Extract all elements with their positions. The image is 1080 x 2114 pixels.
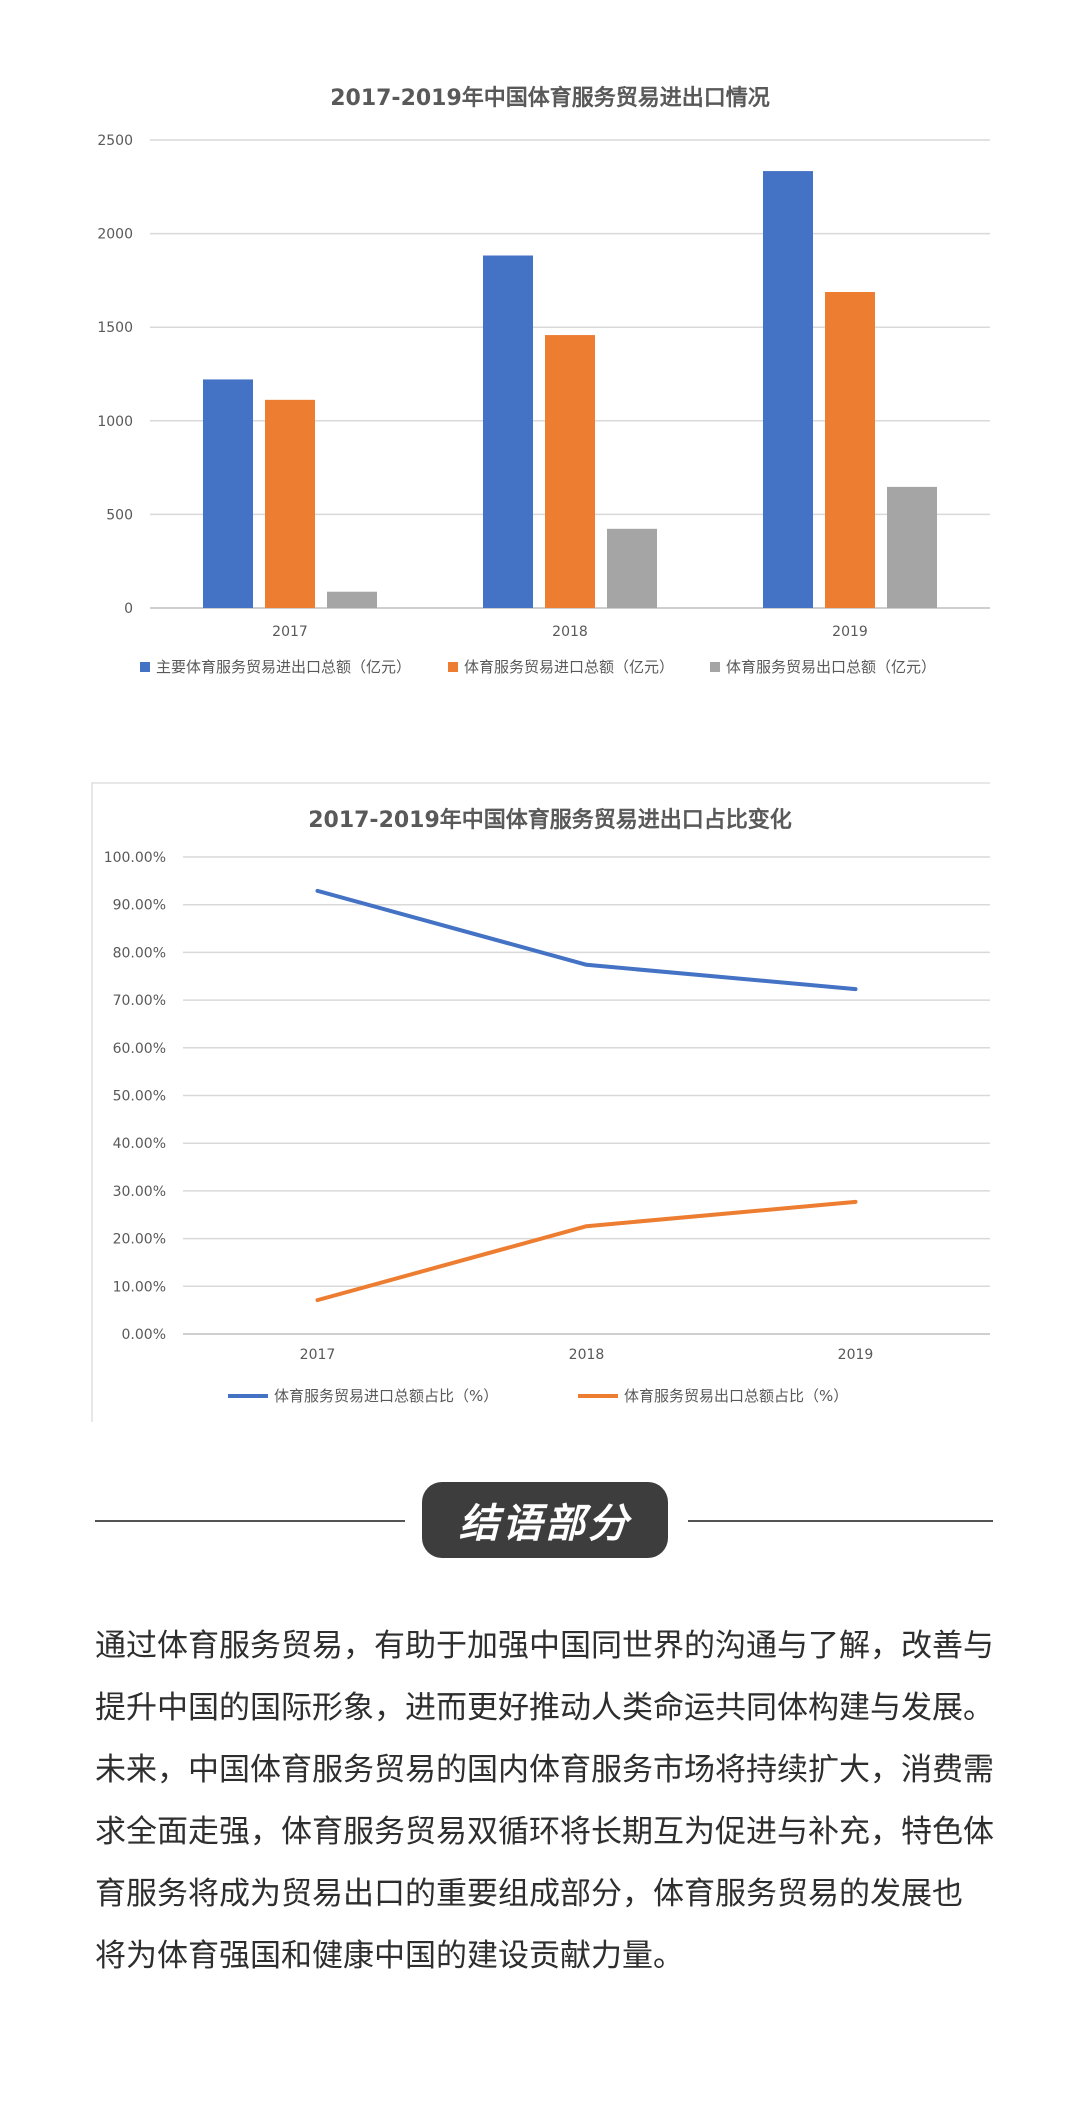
legend-swatch	[710, 662, 720, 672]
heading-rule-right	[688, 1520, 993, 1522]
legend-label: 体育服务贸易进口总额占比（%）	[274, 1387, 498, 1405]
heading-badge: 结语部分	[422, 1482, 668, 1558]
x-tick-label: 2019	[838, 1347, 874, 1363]
bar	[887, 486, 937, 608]
paragraph-line: 提升中国的国际形象，进而更好推动人类命运共同体构建与发展。	[95, 1690, 994, 1726]
y-tick-label: 50.00%	[113, 1089, 166, 1105]
y-tick-label: 80.00%	[113, 945, 166, 961]
heading-rule-left	[95, 1520, 405, 1522]
bar	[607, 528, 657, 608]
legend-label: 主要体育服务贸易进出口总额（亿元）	[156, 658, 411, 676]
y-tick-label: 2500	[97, 133, 133, 149]
bar	[825, 292, 875, 608]
bar	[483, 255, 533, 609]
chart-title: 2017-2019年中国体育服务贸易进出口情况	[330, 85, 770, 111]
bar-chart: 2017-2019年中国体育服务贸易进出口情况 0 500 1000 1500 2000 2…	[0, 60, 1080, 720]
bar	[265, 399, 315, 608]
y-tick-label: 0	[124, 601, 133, 617]
paragraph-line: 未来，中国体育服务贸易的国内体育服务市场将持续扩大，消费需	[95, 1752, 994, 1788]
bar	[763, 171, 813, 608]
series-line	[315, 1199, 858, 1303]
series-line	[315, 888, 858, 992]
y-tick-label: 1500	[97, 320, 133, 336]
bar	[545, 335, 595, 608]
y-tick-label: 20.00%	[113, 1232, 166, 1248]
paragraph-line: 将为体育强国和健康中国的建设贡献力量。	[95, 1938, 684, 1974]
legend-label: 体育服务贸易出口总额占比（%）	[624, 1387, 848, 1405]
line-chart: 2017-2019年中国体育服务贸易进出口占比变化 0.00% 10.00% 20.0…	[0, 782, 1080, 1432]
x-tick-label: 2018	[569, 1347, 605, 1363]
paragraph-line: 育服务将成为贸易出口的重要组成部分，体育服务贸易的发展也	[95, 1876, 963, 1912]
chart-title: 2017-2019年中国体育服务贸易进出口占比变化	[308, 807, 792, 833]
bar-chart-svg: 2017-2019年中国体育服务贸易进出口情况 0 500 1000 1500 2000 2…	[97, 85, 990, 676]
y-tick-label: 70.00%	[113, 993, 166, 1009]
x-tick-label: 2017	[300, 1347, 336, 1363]
y-tick-label: 2000	[97, 227, 133, 243]
x-tick-label: 2019	[832, 624, 868, 640]
paragraph-line: 求全面走强，体育服务贸易双循环将长期互为促进与补充，特色体	[95, 1814, 994, 1850]
y-tick-label: 90.00%	[113, 898, 166, 914]
x-tick-label: 2018	[552, 624, 588, 640]
y-tick-label: 30.00%	[113, 1184, 166, 1200]
line-chart-svg: 2017-2019年中国体育服务贸易进出口占比变化 0.00% 10.00% 20.0…	[91, 782, 990, 1422]
y-tick-label: 10.00%	[113, 1279, 166, 1295]
x-tick-label: 2017	[272, 624, 308, 640]
bar	[327, 591, 377, 608]
y-tick-label: 100.00%	[104, 850, 166, 866]
conclusion-paragraph: 通过体育服务贸易，有助于加强中国同世界的沟通与了解，改善与 提升中国的国际形象，…	[95, 1615, 995, 1987]
y-tick-label: 40.00%	[113, 1136, 166, 1152]
bar	[203, 379, 253, 608]
legend-label: 体育服务贸易出口总额（亿元）	[726, 658, 936, 676]
y-tick-label: 500	[106, 507, 133, 523]
legend-swatch	[448, 662, 458, 672]
paragraph-line: 通过体育服务贸易，有助于加强中国同世界的沟通与了解，改善与	[95, 1628, 994, 1664]
conclusion-heading: 结语部分	[0, 1480, 1080, 1560]
y-tick-label: 0.00%	[122, 1327, 166, 1343]
y-tick-label: 60.00%	[113, 1041, 166, 1057]
y-tick-label: 1000	[97, 414, 133, 430]
legend-swatch	[140, 662, 150, 672]
legend-label: 体育服务贸易进口总额（亿元）	[464, 658, 674, 676]
